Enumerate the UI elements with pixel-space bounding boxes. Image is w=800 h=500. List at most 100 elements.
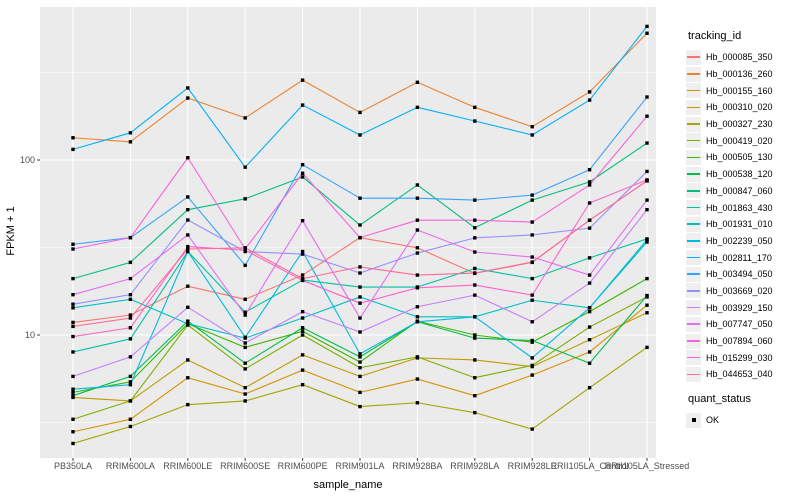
data-point	[243, 310, 247, 314]
legend-entry-Hb_000155_160: Hb_000155_160	[686, 82, 798, 99]
data-point	[300, 252, 305, 256]
legend-line-swatch	[686, 166, 701, 182]
data-point	[186, 156, 190, 160]
data-point	[186, 249, 190, 254]
data-point	[243, 116, 247, 120]
data-point	[473, 266, 477, 271]
data-point	[415, 377, 420, 381]
data-point	[300, 309, 305, 314]
x-tick-label: RRIM600LA	[106, 461, 155, 471]
legend-label: Hb_003929_150	[706, 302, 773, 313]
data-point	[358, 285, 362, 289]
data-point	[128, 326, 133, 330]
data-point	[186, 233, 190, 237]
data-point	[71, 306, 75, 310]
legend-label: Hb_003494_050	[706, 269, 773, 280]
data-point	[358, 265, 362, 269]
x-tick-label: RRII105LA_Control	[551, 461, 629, 471]
legend-label: Hb_000538_120	[706, 169, 773, 180]
data-point	[645, 198, 649, 202]
data-point	[71, 292, 75, 297]
data-point	[473, 393, 477, 398]
legend-label: Hb_007894_060	[706, 336, 773, 347]
data-point	[473, 236, 477, 240]
data-point	[358, 360, 362, 364]
data-point	[473, 283, 477, 287]
data-point	[358, 355, 362, 359]
data-point	[645, 95, 649, 99]
data-point	[415, 80, 420, 84]
data-point	[128, 316, 133, 320]
data-point	[587, 183, 592, 187]
data-point	[530, 220, 534, 224]
data-point	[186, 322, 190, 326]
quant-square-swatch	[686, 412, 701, 428]
data-point	[415, 196, 420, 200]
legend-title-quant-status: quant_status	[688, 392, 751, 405]
data-point	[473, 105, 477, 110]
data-point	[243, 392, 247, 396]
x-tick-label: PB350LA	[54, 461, 92, 471]
data-point	[473, 336, 477, 340]
data-point	[186, 218, 190, 222]
data-point	[587, 325, 592, 329]
legend-entries: Hb_000085_350 Hb_000136_260 Hb_000155_160 H…	[686, 49, 798, 383]
legend-label: Hb_003669_020	[706, 285, 773, 296]
data-point	[473, 293, 477, 297]
data-point	[128, 374, 133, 379]
legend-label: Hb_000310_020	[706, 102, 773, 113]
data-point	[530, 363, 534, 368]
data-point	[243, 248, 247, 252]
data-point	[415, 218, 420, 222]
series-markers	[71, 24, 649, 446]
data-point	[300, 316, 305, 320]
legend-line-swatch	[686, 183, 701, 199]
data-point	[587, 361, 592, 365]
data-point	[473, 271, 477, 275]
legend-entry-Hb_007747_050: Hb_007747_050	[686, 316, 798, 333]
data-point	[645, 311, 649, 315]
data-point	[530, 233, 534, 237]
legend-label: Hb_000505_130	[706, 152, 773, 163]
data-point	[358, 374, 362, 379]
legend-label: Hb_000847_060	[706, 185, 773, 196]
legend-line-swatch	[686, 350, 701, 366]
data-point	[645, 293, 649, 298]
legend-line-swatch	[686, 49, 701, 65]
data-point	[645, 169, 649, 174]
data-point	[587, 306, 592, 310]
legend-line-swatch	[686, 216, 701, 232]
data-point	[71, 136, 75, 140]
x-tick-label: RRIM928LE	[508, 461, 557, 471]
data-point	[71, 441, 75, 446]
data-point	[587, 309, 592, 314]
data-point	[300, 278, 305, 283]
legend-line-swatch	[686, 316, 701, 332]
legend-entry-Hb_003929_150: Hb_003929_150	[686, 299, 798, 316]
data-point	[473, 250, 477, 254]
data-point	[415, 315, 420, 319]
data-point	[587, 281, 592, 285]
data-point	[587, 218, 592, 222]
data-point	[645, 276, 649, 281]
data-point	[186, 305, 190, 309]
data-point	[587, 273, 592, 277]
legend-title-tracking-id: tracking_id	[688, 30, 742, 42]
data-point	[186, 244, 190, 249]
data-point	[358, 366, 362, 370]
quant-entry-OK: OK	[686, 412, 798, 429]
y-axis-title: FPKM + 1	[5, 206, 17, 255]
legend-label: Hb_002239_050	[706, 235, 773, 246]
data-point	[645, 207, 649, 212]
data-point	[645, 238, 649, 242]
legend-entry-Hb_002239_050: Hb_002239_050	[686, 233, 798, 250]
data-point	[243, 335, 247, 340]
legend-label: Hb_001863_430	[706, 202, 773, 213]
quant-label: OK	[706, 415, 720, 426]
data-point	[415, 183, 420, 187]
data-point	[358, 223, 362, 227]
x-tick-label: RRIM928LA	[450, 461, 499, 471]
data-point	[358, 352, 362, 356]
legend-line-swatch	[686, 116, 701, 132]
